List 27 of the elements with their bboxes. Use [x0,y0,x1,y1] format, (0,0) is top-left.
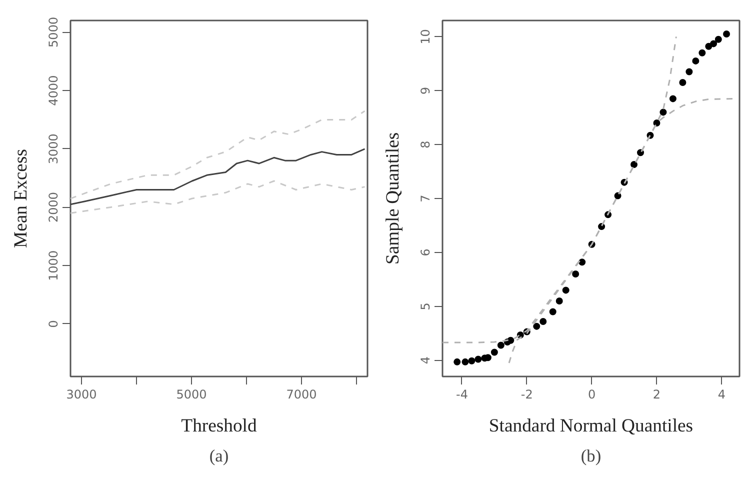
y-tick-label: 4000 [46,75,60,106]
x-tick-label: 4 [718,388,726,402]
x-tick-label: 5000 [176,388,207,402]
x-tick-label: -4 [456,388,468,402]
x-tick-label: 7000 [286,388,317,402]
y-tick-label: 4 [418,356,432,364]
y-tick-label: 0 [46,320,60,328]
y-axis-title: Mean Excess [10,149,32,248]
y-tick-label: 7 [418,194,432,202]
y-tick-label: 2000 [46,192,60,223]
x-tick-label: 0 [588,388,596,402]
y-tick-label: 10 [418,29,432,44]
y-tick-label: 3000 [46,134,60,164]
x-axis-title: Threshold [181,416,258,436]
y-tick-label: 6 [418,248,432,256]
x-tick-label: -2 [520,388,533,402]
y-axis-title: Sample Quantiles [382,132,404,265]
x-tick-label: 3000 [66,388,97,402]
text: (b) [580,446,602,466]
y-tick-label: 1000 [46,250,60,281]
x-tick-label: 2 [652,388,661,402]
y-tick-label: 9 [418,86,432,94]
text: (a) [209,446,229,466]
y-tick-label: 5000 [46,16,60,48]
y-tick-label: 8 [418,140,432,148]
x-axis-title: Standard Normal Quantiles [488,416,694,436]
y-tick-label: 5 [418,302,432,310]
